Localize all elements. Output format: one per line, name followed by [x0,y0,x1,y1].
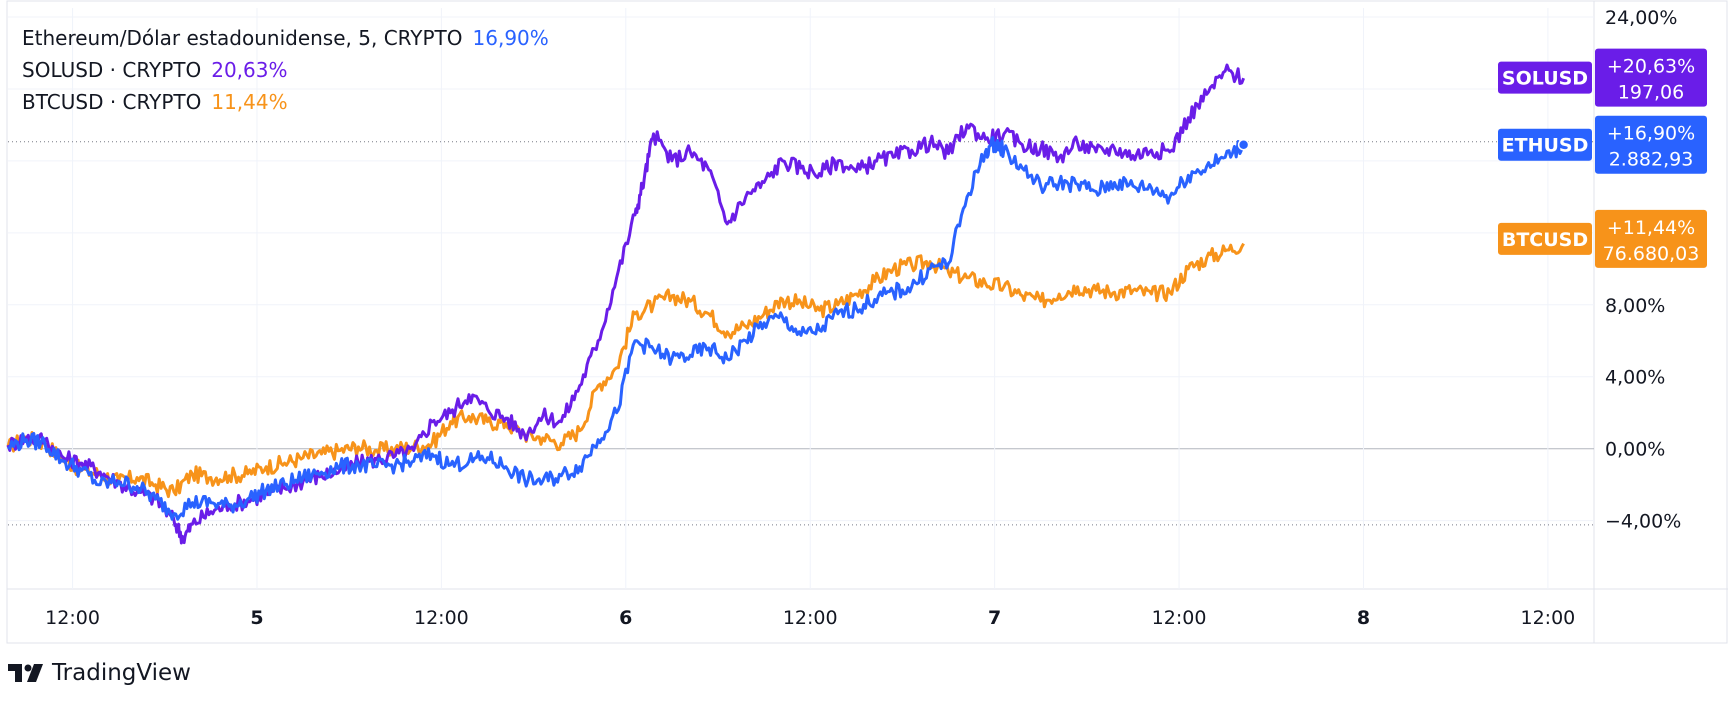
legend-btc-change: 11,44% [211,90,288,114]
series-lines [6,63,1250,545]
eth-series-line [7,136,1246,521]
legend-eth-label: Ethereum/Dólar estadounidense, 5, CRYPTO [22,26,463,50]
price-labels: SOLUSD +20,63% 197,06 ETHUSD +16,90% 2.882,93… [1498,48,1707,268]
price-label-ethusd[interactable]: ETHUSD +16,90% 2.882,93 [1498,115,1707,174]
x-tick-label: 12:00 [45,607,100,629]
value-tag [1595,209,1707,268]
x-tick-label: 6 [619,607,632,629]
price-label: 197,06 [1618,82,1684,104]
gridlines [8,8,1594,589]
ticker-tag [1498,128,1592,161]
legend: Ethereum/Dólar estadounidense, 5, CRYPTO… [22,22,549,118]
x-tick-label: 12:00 [783,607,838,629]
y-tick-label: 4,00% [1605,367,1665,389]
legend-sol[interactable]: SOLUSD · CRYPTO 20,63% [22,54,549,86]
price-label: 2.882,93 [1609,149,1694,171]
legend-sol-label: SOLUSD · CRYPTO [22,58,202,82]
brand-name: TradingView [52,660,191,686]
chart-frame [6,0,1728,644]
legend-btc-label: BTCUSD · CRYPTO [22,90,202,114]
legend-btc[interactable]: BTCUSD · CRYPTO 11,44% [22,86,549,118]
ticker-tag [1498,61,1592,94]
tradingview-logo[interactable]: TradingView [8,660,191,686]
legend-sol-change: 20,63% [211,58,288,82]
x-axis: 12:00 5 12:00 6 12:00 7 12:00 8 12:00 [45,607,1575,629]
ticker-label: ETHUSD [1502,135,1589,157]
legend-eth-change: 16,90% [472,26,549,50]
reference-lines [8,141,1594,526]
sol-series-line [6,63,1246,545]
x-tick-label: 8 [1357,607,1370,629]
price-label-btcusd[interactable]: BTCUSD +11,44% 76.680,03 [1498,209,1707,268]
change-label: +16,90% [1607,123,1695,145]
value-tag [1595,115,1707,174]
x-tick-label: 7 [988,607,1001,629]
btc-series-line [6,242,1245,499]
eth-last-point [1237,138,1250,151]
x-tick-label: 12:00 [414,607,469,629]
ticker-tag [1498,222,1592,255]
ticker-label: BTCUSD [1502,229,1588,251]
legend-eth[interactable]: Ethereum/Dólar estadounidense, 5, CRYPTO… [22,22,549,54]
value-tag [1595,48,1707,107]
ticker-label: SOLUSD [1502,68,1588,90]
price-label: 76.680,03 [1603,243,1700,265]
y-tick-label: 24,00% [1605,7,1677,29]
chart-border [6,0,1728,644]
y-tick-label: 0,00% [1605,439,1665,461]
price-label-solusd[interactable]: SOLUSD +20,63% 197,06 [1498,48,1707,107]
y-tick-label: 8,00% [1605,295,1665,317]
x-tick-label: 12:00 [1152,607,1207,629]
change-label: +20,63% [1607,56,1695,78]
tradingview-logo-icon [8,664,43,682]
x-tick-label: 12:00 [1521,607,1576,629]
x-tick-label: 5 [250,607,263,629]
y-tick-label: −4,00% [1605,511,1681,533]
change-label: +11,44% [1607,217,1695,239]
